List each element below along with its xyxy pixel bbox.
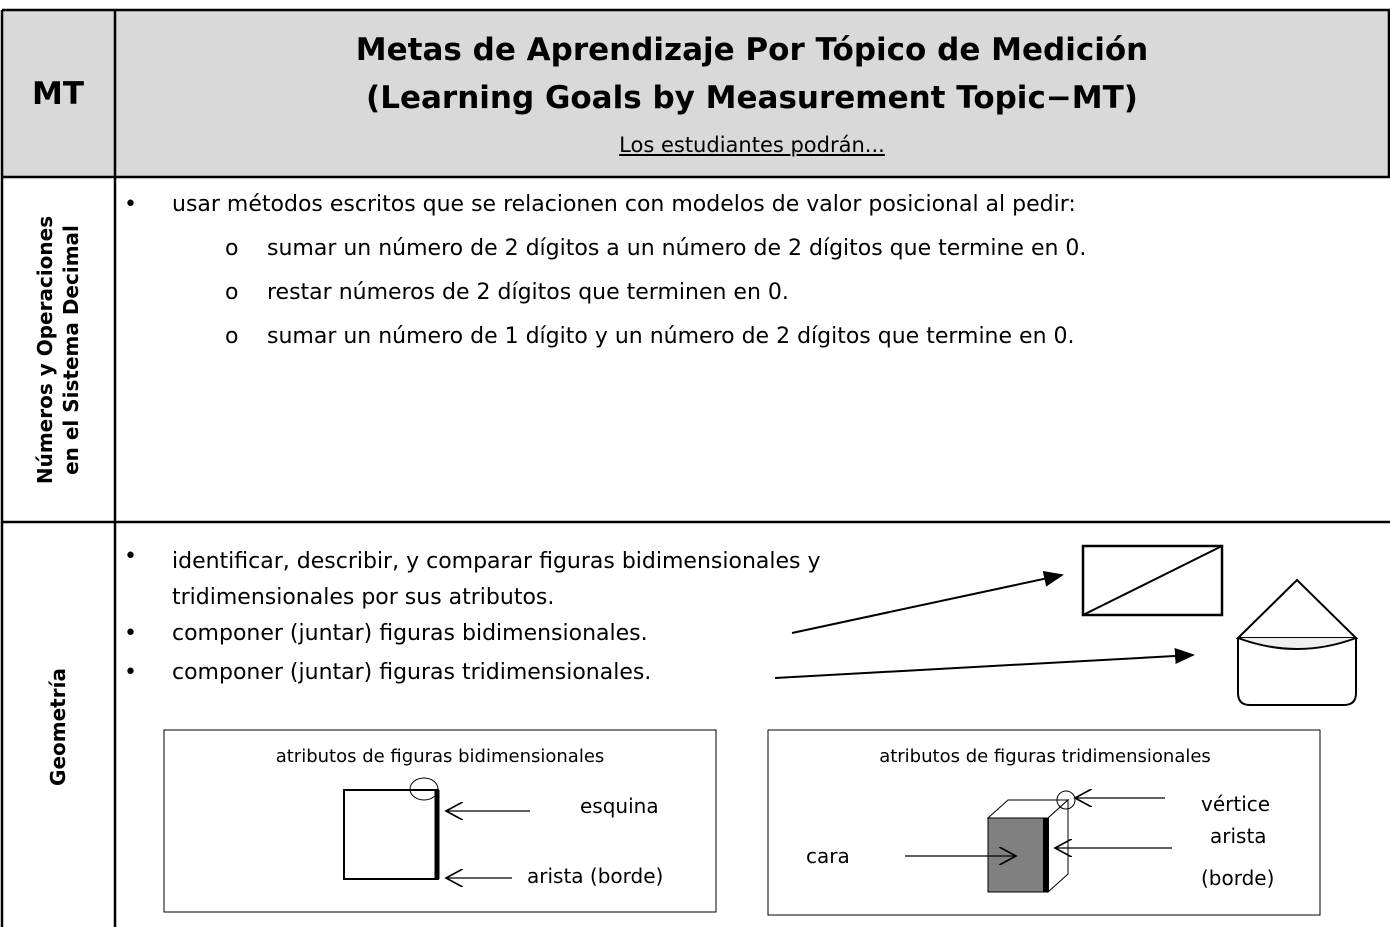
box-label: esquina [580, 794, 659, 818]
topic-line: Números y Operaciones [33, 215, 57, 485]
sub-dot: o [225, 280, 239, 305]
topic: Números y Operaciones en el Sistema Deci… [32, 216, 84, 484]
topic: Geometría [46, 668, 70, 786]
box-label: arista [1210, 824, 1267, 848]
bullet: componer (juntar) figuras tridimensional… [172, 660, 652, 685]
bullet-dot: • [124, 544, 137, 569]
header-subtitle: Los estudiantes podrán... [619, 133, 885, 157]
sub-item: sumar un número de 1 dígito y un número … [267, 324, 1075, 349]
bullet: componer (juntar) figuras bidimensionale… [172, 621, 648, 646]
shapes [163, 544, 1359, 916]
header-bg [2, 10, 1390, 177]
sub-dot: o [225, 236, 239, 261]
bullet: usar métodos escritos que se relacionen … [172, 192, 1076, 217]
sub-dot: o [225, 324, 239, 349]
bullet-dot: • [124, 621, 137, 646]
header-mt: MT [32, 76, 84, 112]
bullet-dot: • [124, 192, 137, 217]
header-title: (Learning Goals by Measurement Topic−MT) [366, 80, 1138, 116]
box-label: (borde) [1201, 866, 1275, 890]
bullet-dot: • [124, 660, 137, 685]
box-label: cara [806, 844, 850, 868]
sub-item: restar números de 2 dígitos que terminen… [267, 280, 789, 305]
header-title: Metas de Aprendizaje Por Tópico de Medic… [355, 32, 1149, 68]
sub-item: sumar un número de 2 dígitos a un número… [267, 236, 1087, 261]
box-label: vértice [1201, 792, 1271, 816]
topic-line: en el Sistema Decimal [59, 225, 83, 475]
box-title: atributos de figuras tridimensionales [879, 746, 1211, 767]
bullet: identificar, describir, y comparar figur… [172, 549, 821, 610]
box-label: arista (borde) [527, 864, 664, 888]
box-title: atributos de figuras bidimensionales [275, 746, 605, 767]
